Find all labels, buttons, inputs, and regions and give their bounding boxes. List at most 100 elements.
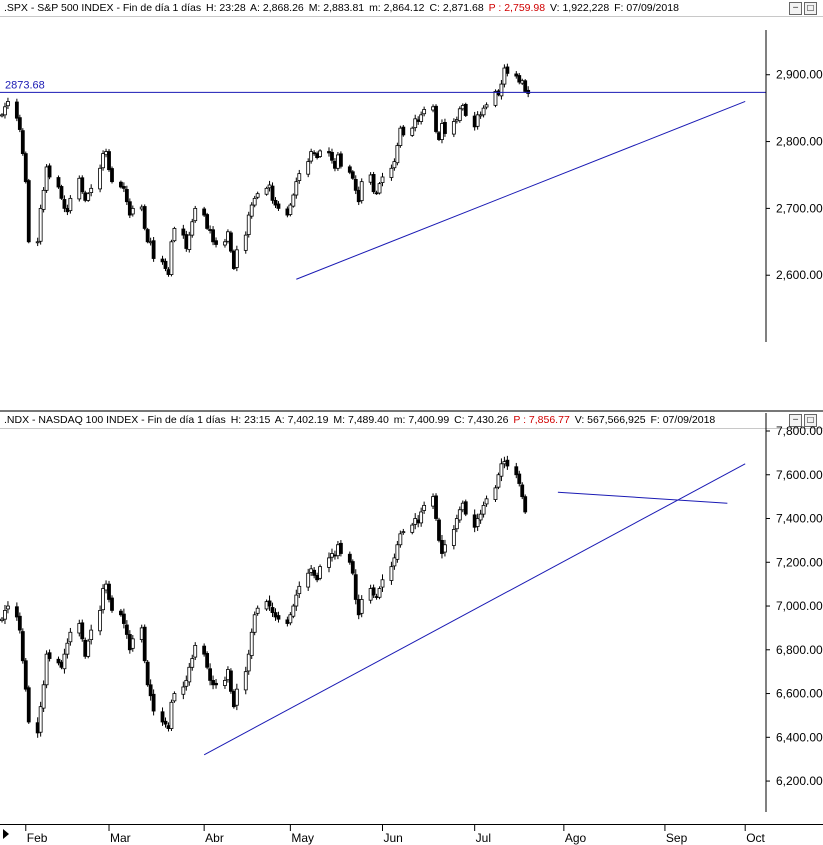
spx-candle [377, 182, 382, 195]
ndx-candle-body [309, 568, 314, 573]
minimize-button[interactable]: ─ [789, 2, 802, 15]
ndx-candle [338, 540, 343, 557]
spx-candle [231, 249, 236, 271]
ndx-candle [214, 679, 218, 689]
spx-chart-pane[interactable]: .SPX - S&P 500 INDEX - Fin de día 1 días… [0, 0, 823, 412]
ndx-candle-body [315, 574, 320, 581]
ndx-candle [6, 601, 10, 614]
ndx-symbol-label: .NDX - NASDAQ 100 INDEX - Fin de día 1 d… [4, 414, 226, 426]
ndx-candle-body [371, 587, 376, 596]
ndx-candle [502, 456, 507, 469]
ndx-candle [229, 668, 233, 694]
ndx-candle [163, 717, 168, 728]
spx-candle [6, 97, 10, 110]
ndx-candle [127, 630, 132, 654]
ndx-candle [327, 552, 331, 573]
spx-candle [460, 103, 465, 111]
spx-window-buttons: ─ □ [789, 2, 817, 15]
ndx-candle-body [520, 484, 525, 498]
ndx-candle [151, 689, 156, 716]
ndx-candle-body [77, 623, 82, 634]
spx-candle-body [309, 151, 314, 162]
spx-candle [481, 105, 486, 118]
ndx-candle [44, 650, 49, 689]
spx-ytick-label: 2,800.00 [776, 135, 823, 149]
spx-candle-body [517, 75, 522, 83]
ndx-candle-body [166, 725, 171, 729]
spx-candle [437, 130, 441, 142]
ndx-chart-pane[interactable]: .NDX - NASDAQ 100 INDEX - Fin de día 1 d… [0, 412, 823, 824]
spx-candle-body [454, 119, 459, 122]
spx-candle [163, 258, 168, 272]
spx-candle [514, 71, 519, 79]
spx-candle-body [145, 229, 150, 243]
spx-candle-body [437, 132, 441, 140]
ndx-trendline[interactable] [557, 491, 728, 504]
spx-candle-body [65, 207, 70, 213]
ndx-candle [347, 551, 352, 565]
spx-candle-body [202, 208, 207, 216]
spx-candle [205, 212, 210, 230]
spx-candle-body [398, 127, 403, 146]
spx-candle [130, 205, 135, 217]
ndx-candle-body [107, 583, 111, 600]
ndx-candle [380, 574, 385, 592]
spx-candle-body [124, 189, 129, 203]
spx-candle [243, 231, 248, 254]
spx-candle [413, 114, 418, 132]
ndx-candle-body [223, 680, 227, 686]
spx-candle-body [23, 153, 28, 183]
ndx-candle [517, 470, 522, 487]
ndx-candle-body [517, 473, 522, 484]
ndx-candle [493, 485, 498, 502]
ndx-candle-body [35, 722, 40, 734]
spx-candle [151, 237, 156, 262]
ndx-candle-body [14, 606, 19, 618]
ndx-candle [368, 584, 373, 604]
ndx-candle [190, 654, 195, 671]
maximize-button[interactable]: □ [804, 2, 817, 15]
ndx-candle [395, 540, 400, 563]
ndx-candle [330, 548, 334, 562]
ndx-trendline[interactable] [203, 463, 746, 756]
ndx-candle [110, 595, 114, 613]
ndx-ytick-label: 6,400.00 [776, 730, 823, 744]
ndx-candle [499, 458, 504, 482]
ndx-candle-body [172, 693, 177, 702]
spx-date: F: 07/09/2018 [614, 2, 679, 14]
spx-candle [14, 98, 19, 122]
scroll-arrow-icon[interactable] [3, 829, 9, 839]
ndx-candle [410, 522, 415, 535]
spx-candle [83, 190, 88, 203]
ndx-candle [267, 595, 272, 611]
minimize-button[interactable]: ─ [789, 414, 802, 427]
month-label: Feb [27, 831, 48, 845]
spx-candle-body [104, 151, 108, 156]
ndx-ytick-label: 7,400.00 [776, 512, 823, 526]
ndx-candle [475, 513, 480, 531]
ndx-candle [389, 561, 394, 585]
spx-candle [211, 226, 215, 246]
spx-candle [255, 191, 260, 200]
spx-candle [440, 119, 444, 144]
spx-ytick-label: 2,700.00 [776, 201, 823, 215]
spx-high: M: 2,883.81 [308, 2, 365, 14]
spx-candle-body [0, 114, 4, 117]
ndx-candle-body [336, 544, 340, 557]
ndx-candle-body [356, 599, 361, 616]
spx-candle-body [68, 197, 73, 212]
ndx-candle [20, 628, 25, 664]
ndx-high: M: 7,489.40 [333, 414, 389, 426]
ndx-candle [35, 717, 40, 738]
spx-candle-body [20, 130, 25, 154]
spx-trendline[interactable] [296, 100, 746, 280]
spx-candle-body [163, 260, 168, 269]
ndx-candle [523, 494, 528, 514]
spx-candle-body [463, 103, 468, 116]
ndx-candle-body [392, 557, 397, 567]
maximize-button[interactable]: □ [804, 414, 817, 427]
spx-candle [267, 180, 272, 192]
spx-candle [392, 158, 397, 171]
ndx-candle-body [267, 600, 272, 607]
ndx-candle [437, 517, 441, 543]
